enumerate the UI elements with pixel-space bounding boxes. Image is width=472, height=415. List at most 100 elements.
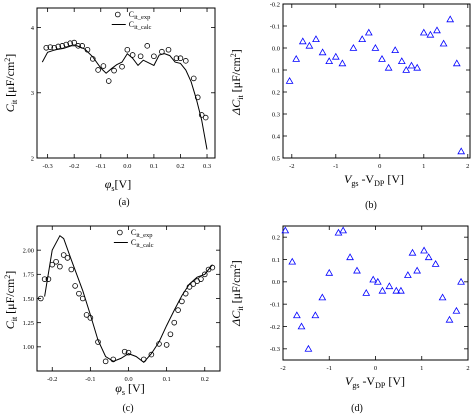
- y-tick-label: -0.1: [270, 23, 280, 30]
- data-point: [76, 290, 82, 297]
- x-tick-label: -0.1: [96, 163, 106, 170]
- data-point: [353, 266, 361, 274]
- data-point: [445, 315, 454, 323]
- y-tick-label: 0.0: [272, 45, 280, 52]
- y-tick-label: 1.25: [23, 320, 34, 327]
- data-point: [151, 53, 157, 60]
- axes-frame: [282, 3, 471, 159]
- x-tick-label: -1: [333, 163, 338, 170]
- y-tick-label: 0.1: [272, 67, 280, 74]
- x-tick-label: 2: [466, 365, 469, 372]
- data-point: [358, 35, 367, 42]
- data-point: [446, 15, 455, 23]
- panel-c: -0.2 -0.1 0.0 0.1 0.2 1.00 1.25 1.50 1.75 2.00 Cit…: [3, 225, 221, 397]
- data-point: [297, 322, 306, 330]
- data-point: [47, 44, 54, 50]
- data-point: [177, 55, 184, 62]
- x-tick-label: 1: [422, 163, 425, 170]
- data-point: [175, 307, 181, 313]
- data-point: [292, 54, 301, 62]
- data-point: [402, 65, 411, 73]
- y-tick-label: 0.1: [272, 257, 280, 264]
- data-point: [95, 67, 101, 73]
- data-point: [57, 263, 63, 270]
- data-point: [63, 41, 70, 48]
- legend-entry: Cit_exp: [129, 10, 151, 21]
- data-point: [198, 276, 204, 282]
- data-point: [83, 312, 90, 318]
- data-point: [144, 43, 151, 49]
- data-point: [385, 282, 394, 290]
- data-point: [165, 46, 172, 53]
- data-point: [198, 112, 205, 118]
- y-tick-label: -0.2: [270, 1, 280, 8]
- y-tick-label: 3: [31, 90, 34, 97]
- data-point: [373, 277, 382, 285]
- data-point: [349, 43, 358, 51]
- data-point: [285, 76, 294, 84]
- data-point: [67, 40, 74, 47]
- data-point: [408, 248, 417, 256]
- x-tick-label: 0.1: [163, 376, 171, 383]
- legend-marker: [117, 229, 123, 236]
- x-tick-label: -0.1: [85, 376, 95, 383]
- y-tick-label: 0.0: [272, 279, 280, 286]
- data-point: [407, 61, 416, 69]
- data-point: [457, 147, 466, 155]
- data-point: [338, 59, 347, 67]
- data-point: [304, 344, 313, 352]
- data-point: [371, 43, 380, 51]
- data-point: [190, 75, 197, 82]
- x-axis-label: φs[V]: [105, 177, 131, 193]
- panel-label-b: (b): [365, 200, 377, 211]
- data-point: [391, 46, 400, 53]
- data-point: [392, 286, 401, 294]
- data-point: [201, 271, 208, 278]
- data-point: [426, 30, 435, 38]
- panel-b: -2 -1 0 1 2 -0.2 -0.1 0.0 0.1 0.2 0.3 0.4 0.5 Vgs -VD…: [229, 1, 471, 188]
- data-point: [45, 276, 52, 282]
- data-point: [64, 255, 71, 261]
- x-tick-label: 2: [466, 163, 469, 170]
- data-point: [364, 28, 373, 36]
- data-point: [452, 306, 461, 314]
- x-axis-label: Vgs -VDP [V]: [344, 172, 404, 188]
- panel-label-d: (d): [351, 403, 363, 414]
- y-tick-label: 0.3: [272, 111, 280, 118]
- data-point: [318, 293, 327, 301]
- data-point: [378, 54, 386, 62]
- x-tick-label: 0: [374, 365, 377, 372]
- data-point: [298, 37, 307, 45]
- axes-frame: [282, 225, 469, 361]
- data-point: [424, 253, 433, 261]
- y-axis-label: ΔCit [μF/cm2]: [229, 49, 245, 116]
- x-tick-label: -0.2: [47, 376, 57, 383]
- data-point: [43, 44, 50, 51]
- y-tick-label: 0.5: [272, 155, 280, 162]
- x-axis-label: φs [V]: [115, 381, 144, 397]
- data-point: [38, 295, 44, 302]
- panel-label-c: (c): [122, 403, 133, 414]
- data-point: [121, 348, 128, 355]
- data-point: [433, 26, 441, 34]
- legend-entry: Cit_calc: [129, 20, 152, 31]
- x-tick-label: 0: [378, 163, 381, 170]
- x-tick-label: 0.2: [201, 376, 209, 383]
- data-point: [438, 293, 447, 301]
- y-tick-label: 0.4: [272, 133, 281, 140]
- data-point: [71, 39, 77, 46]
- panel-a: -0.3 -0.2 -0.1 0.0 0.1 0.2 0.3 2 3 4 Cit_expCit_ca…: [3, 7, 216, 193]
- data-point: [72, 283, 78, 289]
- y-tick-label: 0.2: [272, 234, 280, 241]
- legend-entry: Cit_exp: [131, 228, 153, 239]
- data-point: [334, 228, 343, 236]
- y-tick-label: -0.2: [270, 324, 280, 331]
- data-point: [384, 63, 393, 71]
- data-point: [281, 226, 290, 234]
- data-point: [182, 58, 189, 64]
- x-tick-label: 0.1: [150, 163, 158, 170]
- x-tick-label: 0.3: [203, 163, 211, 170]
- data-point: [100, 63, 107, 69]
- data-point: [397, 57, 406, 64]
